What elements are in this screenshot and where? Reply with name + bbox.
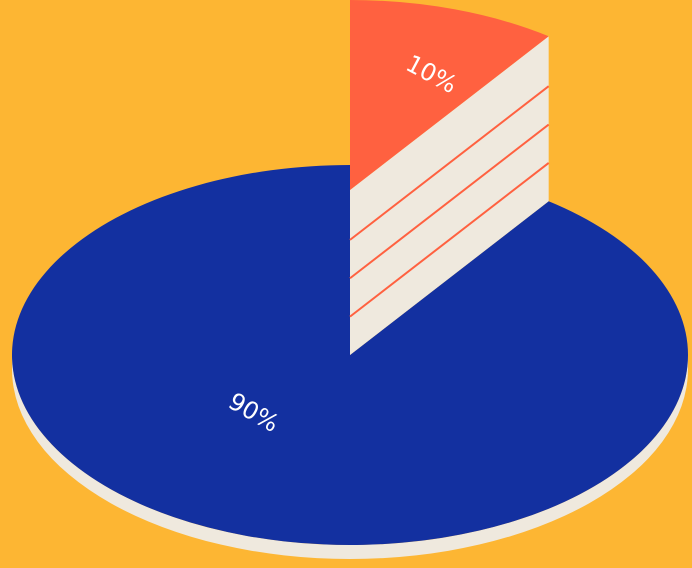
- cake-layer: [349, 123, 550, 280]
- cake-layer: [349, 162, 550, 318]
- cake-layer: [349, 85, 550, 241]
- cake-top: [350, 0, 549, 190]
- cake-slice: [349, 0, 550, 355]
- pie-slice: [11, 165, 688, 545]
- cake-face: [350, 36, 549, 355]
